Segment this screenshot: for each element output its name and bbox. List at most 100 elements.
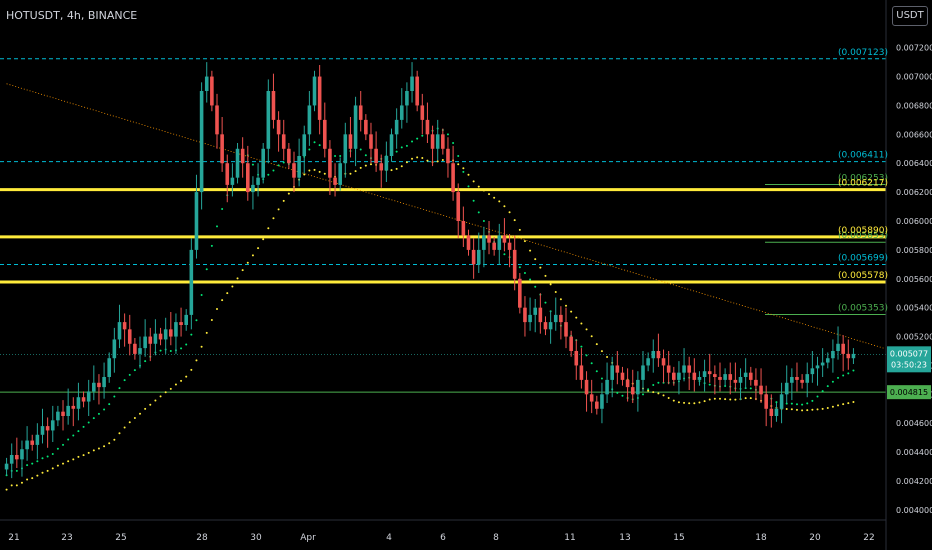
candle-body <box>564 322 568 337</box>
candle-body <box>138 348 142 354</box>
x-tick-label: Apr <box>300 533 316 543</box>
x-tick-label: 21 <box>8 533 19 543</box>
indicator-dot-green <box>467 185 470 188</box>
indicator-dot-yellow <box>677 401 680 404</box>
candle-body <box>641 365 645 380</box>
candle-body <box>605 379 609 395</box>
candle-body <box>50 420 55 431</box>
indicator-dot-yellow <box>31 477 34 480</box>
indicator-dot-green <box>503 253 506 256</box>
indicator-dot-green <box>421 134 424 137</box>
currency-button[interactable]: USDT <box>892 6 928 26</box>
candle-body <box>748 372 753 380</box>
candle-body <box>240 148 245 164</box>
y-tick-label: 0.007000 <box>896 73 932 82</box>
candle-body <box>112 339 117 359</box>
indicator-dot-green <box>92 417 95 420</box>
indicator-dot-yellow <box>282 199 285 202</box>
candle-body <box>343 134 348 164</box>
indicator-dot-yellow <box>749 397 752 400</box>
indicator-dot-green <box>15 469 18 472</box>
indicator-dot-yellow <box>729 398 732 401</box>
indicator-dot-yellow <box>128 421 131 424</box>
indicator-dot-yellow <box>595 343 598 346</box>
candle-body <box>625 379 630 388</box>
candle-body <box>76 397 81 409</box>
indicator-dot-yellow <box>657 392 660 395</box>
indicator-dot-yellow <box>852 401 855 404</box>
candle-body <box>348 134 353 149</box>
indicator-dot-yellow <box>477 185 480 188</box>
indicator-dot-yellow <box>241 269 244 272</box>
indicator-dot-green <box>544 301 547 304</box>
indicator-dot-green <box>806 402 809 405</box>
candle-body <box>718 377 722 380</box>
indicator-dot-yellow <box>667 397 670 400</box>
candle-body <box>328 148 332 178</box>
current-price-tag <box>887 346 931 373</box>
candle-body <box>692 372 697 380</box>
indicator-dot-yellow <box>498 200 501 203</box>
indicator-dot-yellow <box>262 238 265 241</box>
candle-body <box>764 394 768 409</box>
indicator-dot-green <box>318 144 321 147</box>
candle-body <box>825 358 830 363</box>
candle-body <box>107 358 112 377</box>
indicator-dot-green <box>339 155 342 157</box>
indicator-dot-green <box>251 163 254 166</box>
indicator-dot-green <box>801 403 804 406</box>
price-axis: 0.007200 0.007000 0.006800 0.006600 0.006400… <box>885 0 932 550</box>
indicator-dot-yellow <box>349 172 352 175</box>
indicator-dot-yellow <box>303 173 306 176</box>
indicator-dot-green <box>457 155 460 157</box>
candle-body <box>774 408 779 416</box>
indicator-dot-green <box>205 268 208 271</box>
indicator-dot-yellow <box>600 350 603 353</box>
candle-body <box>163 329 168 340</box>
indicator-dot-yellow <box>67 460 70 463</box>
candle-body <box>174 322 178 337</box>
indicator-dot-green <box>482 220 485 222</box>
indicator-dot-yellow <box>226 292 229 295</box>
candle-body <box>697 377 702 380</box>
candle-body <box>461 221 466 236</box>
current-price-text: 0.005077 <box>890 349 928 358</box>
indicator-dot-yellow <box>216 307 218 310</box>
indicator-dot-yellow <box>441 159 444 162</box>
indicator-dot-yellow <box>436 160 439 163</box>
indicator-dot-green <box>395 150 398 153</box>
indicator-dot-green <box>831 380 834 383</box>
x-tick-label: 8 <box>493 533 499 543</box>
indicator-dot-yellow <box>139 412 142 415</box>
indicator-dot-yellow <box>816 408 819 411</box>
indicator-dot-yellow <box>795 408 798 411</box>
indicator-dot-yellow <box>26 478 29 481</box>
candle-body <box>728 374 733 380</box>
candle-body <box>405 91 409 106</box>
indicator-dot-green <box>657 381 660 384</box>
symbol-title: HOTUSDT, 4h, BINANCE <box>6 9 138 22</box>
y-tick-label: 0.005200 <box>896 333 932 342</box>
indicator-dot-yellow <box>308 169 311 172</box>
level-label: (0.006411) <box>838 151 888 161</box>
y-tick-label: 0.004600 <box>896 419 932 428</box>
indicator-dot-yellow <box>693 402 696 405</box>
indicator-dot-green <box>595 370 598 373</box>
trendline-layer <box>6 83 884 349</box>
indicator-dot-green <box>400 146 403 149</box>
indicator-dot-green <box>97 412 100 415</box>
candle-body <box>523 307 527 323</box>
indicator-dot-yellow <box>472 180 475 183</box>
candle-body <box>630 387 635 395</box>
indicator-dot-green <box>113 395 116 398</box>
indicator-dot-green <box>477 211 480 214</box>
candle-body <box>707 371 712 375</box>
candle-body <box>533 307 538 315</box>
indicator-dot-green <box>642 393 644 396</box>
candle-body <box>353 105 358 149</box>
candle-body <box>307 105 312 135</box>
candle-body <box>441 134 445 149</box>
candle-body <box>292 163 296 178</box>
level-label: (0.006253) <box>838 173 888 183</box>
